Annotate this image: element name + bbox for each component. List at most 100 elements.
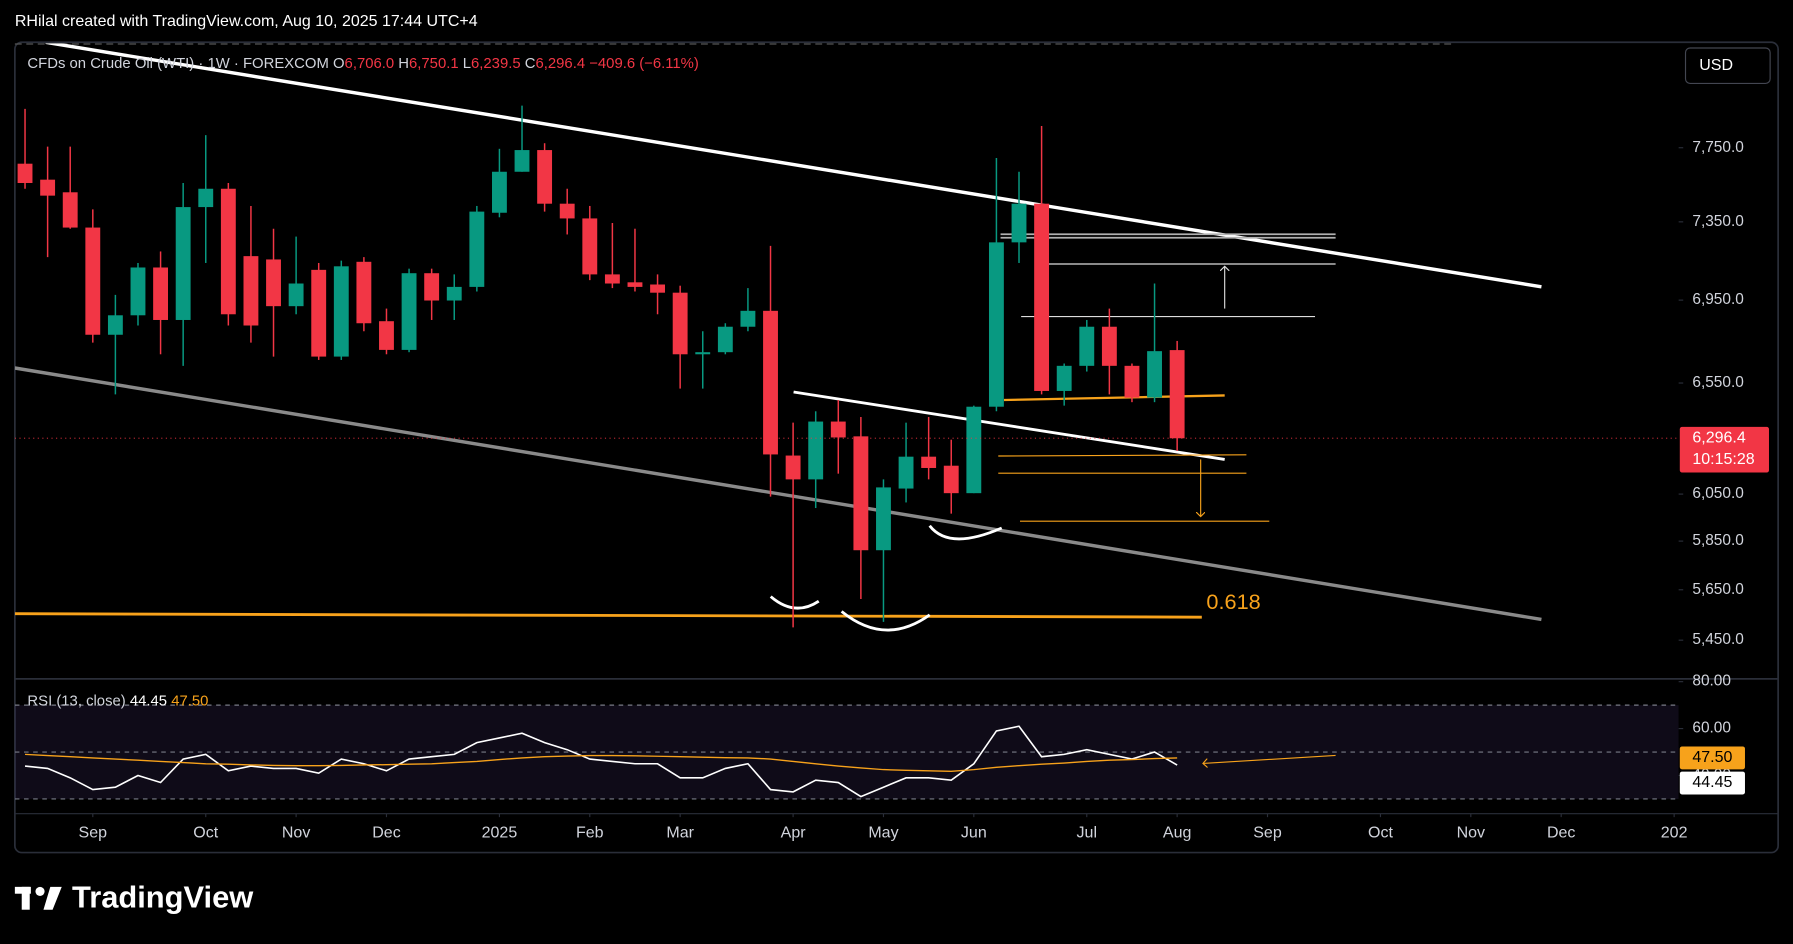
axes: 7,750.0 7,350.0 6,950.0 6,550.0 6,050.0 5,850…	[79, 139, 1769, 841]
y-tick-label: 7,750.0	[1692, 139, 1743, 156]
candle-body	[130, 267, 146, 316]
price-label: 6,296.4	[1692, 429, 1745, 446]
candle-body	[1169, 350, 1185, 439]
upper-trendline	[45, 43, 1542, 289]
ohlc-value: 6,706.0	[345, 56, 395, 72]
candle-body	[1147, 351, 1162, 398]
candle-body	[853, 436, 869, 551]
y-tick-label: 6,050.0	[1692, 485, 1743, 502]
candle-body	[559, 203, 575, 219]
x-tick-label: 202	[1661, 824, 1688, 841]
candle-body	[740, 310, 756, 327]
candle-body	[311, 269, 327, 357]
candle-body	[198, 188, 214, 208]
candle-body	[220, 188, 236, 315]
ohlc-key: O	[333, 56, 345, 72]
candle-body	[175, 207, 191, 320]
rsi-title: RSI (13, close)	[27, 694, 125, 710]
curve-mark	[769, 595, 820, 610]
rsi-box-label: 44.45	[1692, 774, 1732, 791]
candle-body	[356, 261, 372, 324]
candle-body	[1056, 365, 1072, 391]
candle-body	[85, 227, 101, 335]
y-tick-label: 5,450.0	[1692, 631, 1743, 648]
x-tick-label: Oct	[193, 824, 218, 841]
candle-body	[921, 456, 937, 468]
candle-body	[830, 421, 846, 438]
fib-line	[14, 612, 1202, 619]
y-tick-label: 6,550.0	[1692, 374, 1743, 391]
logo-shape	[43, 886, 62, 910]
x-tick-label: Jul	[1077, 824, 1097, 841]
curve-mark	[840, 610, 931, 632]
candle-body	[943, 465, 959, 494]
y-tick-label: 7,350.0	[1692, 213, 1743, 230]
candle-body	[1101, 326, 1117, 366]
candle-body	[1124, 365, 1140, 398]
ohlc-value: 6,750.1	[409, 56, 459, 72]
y-tick-label: 6,950.0	[1692, 291, 1743, 308]
x-tick-label: Aug	[1163, 824, 1191, 841]
x-tick-label: Nov	[1457, 824, 1485, 841]
rsi-pane	[14, 704, 1679, 800]
drawings	[14, 43, 1542, 632]
candle-body	[491, 171, 507, 213]
rsi-arrow	[1203, 754, 1336, 763]
rsi-line	[24, 725, 1178, 798]
rsi-box	[1679, 771, 1745, 795]
candle-body	[763, 310, 778, 455]
rsi-ma-line	[24, 753, 1178, 772]
price-label-box	[1679, 426, 1769, 473]
rsi-value: 44.45	[130, 694, 167, 710]
x-tick-label: May	[868, 824, 898, 841]
rsi-ma-value: 47.50	[171, 694, 208, 710]
x-tick-label: 2025	[482, 824, 518, 841]
x-tick-label: Jun	[961, 824, 987, 841]
ohlc-value: 6,296.4	[536, 56, 586, 72]
candle-body	[446, 286, 462, 301]
brand-logo	[14, 886, 62, 910]
support-line	[1003, 394, 1225, 402]
candle-body	[153, 267, 169, 320]
logo-shape	[35, 886, 45, 896]
y-tick-label: 5,850.0	[1692, 532, 1743, 549]
x-tick-label: Mar	[666, 824, 694, 841]
candle-body	[40, 179, 56, 196]
candle-body	[808, 421, 824, 480]
candle-body	[1079, 326, 1095, 366]
candle-body	[62, 192, 78, 228]
candle-body	[401, 273, 417, 350]
rsi-legend: RSI (13, close) 44.45 47.50	[27, 694, 208, 710]
candle-body	[379, 321, 394, 350]
candle-body	[17, 163, 33, 183]
currency-button[interactable]	[1684, 47, 1771, 84]
fib-label: 0.618	[1206, 589, 1260, 614]
ohlc-key: C	[525, 56, 536, 72]
candle-body	[876, 487, 891, 551]
candle-body	[988, 242, 1004, 407]
candle-body	[582, 218, 598, 275]
candle-body	[695, 352, 711, 355]
x-tick-label: Feb	[576, 824, 604, 841]
rsi-y-tick-label: 80.00	[1692, 673, 1731, 690]
candle-body	[1034, 203, 1050, 391]
x-tick-label: Dec	[372, 824, 400, 841]
candle-body	[604, 274, 620, 284]
curve-mark	[928, 524, 1003, 541]
currency[interactable]: USD	[1699, 57, 1733, 74]
candle-body	[898, 456, 914, 489]
candle-body	[514, 150, 530, 172]
candle-body	[424, 273, 440, 301]
candle-body	[107, 315, 123, 335]
candle-body	[785, 455, 801, 480]
candle-body	[243, 256, 259, 326]
candle-body	[1011, 203, 1027, 243]
rsi-y-tick-label: 60.00	[1692, 720, 1731, 737]
candles	[14, 105, 1679, 628]
x-tick-label: Nov	[282, 824, 310, 841]
x-tick-label: Apr	[781, 824, 807, 841]
caption: RHilal created with TradingView.com, Aug…	[15, 13, 478, 30]
candle-body	[288, 283, 304, 307]
